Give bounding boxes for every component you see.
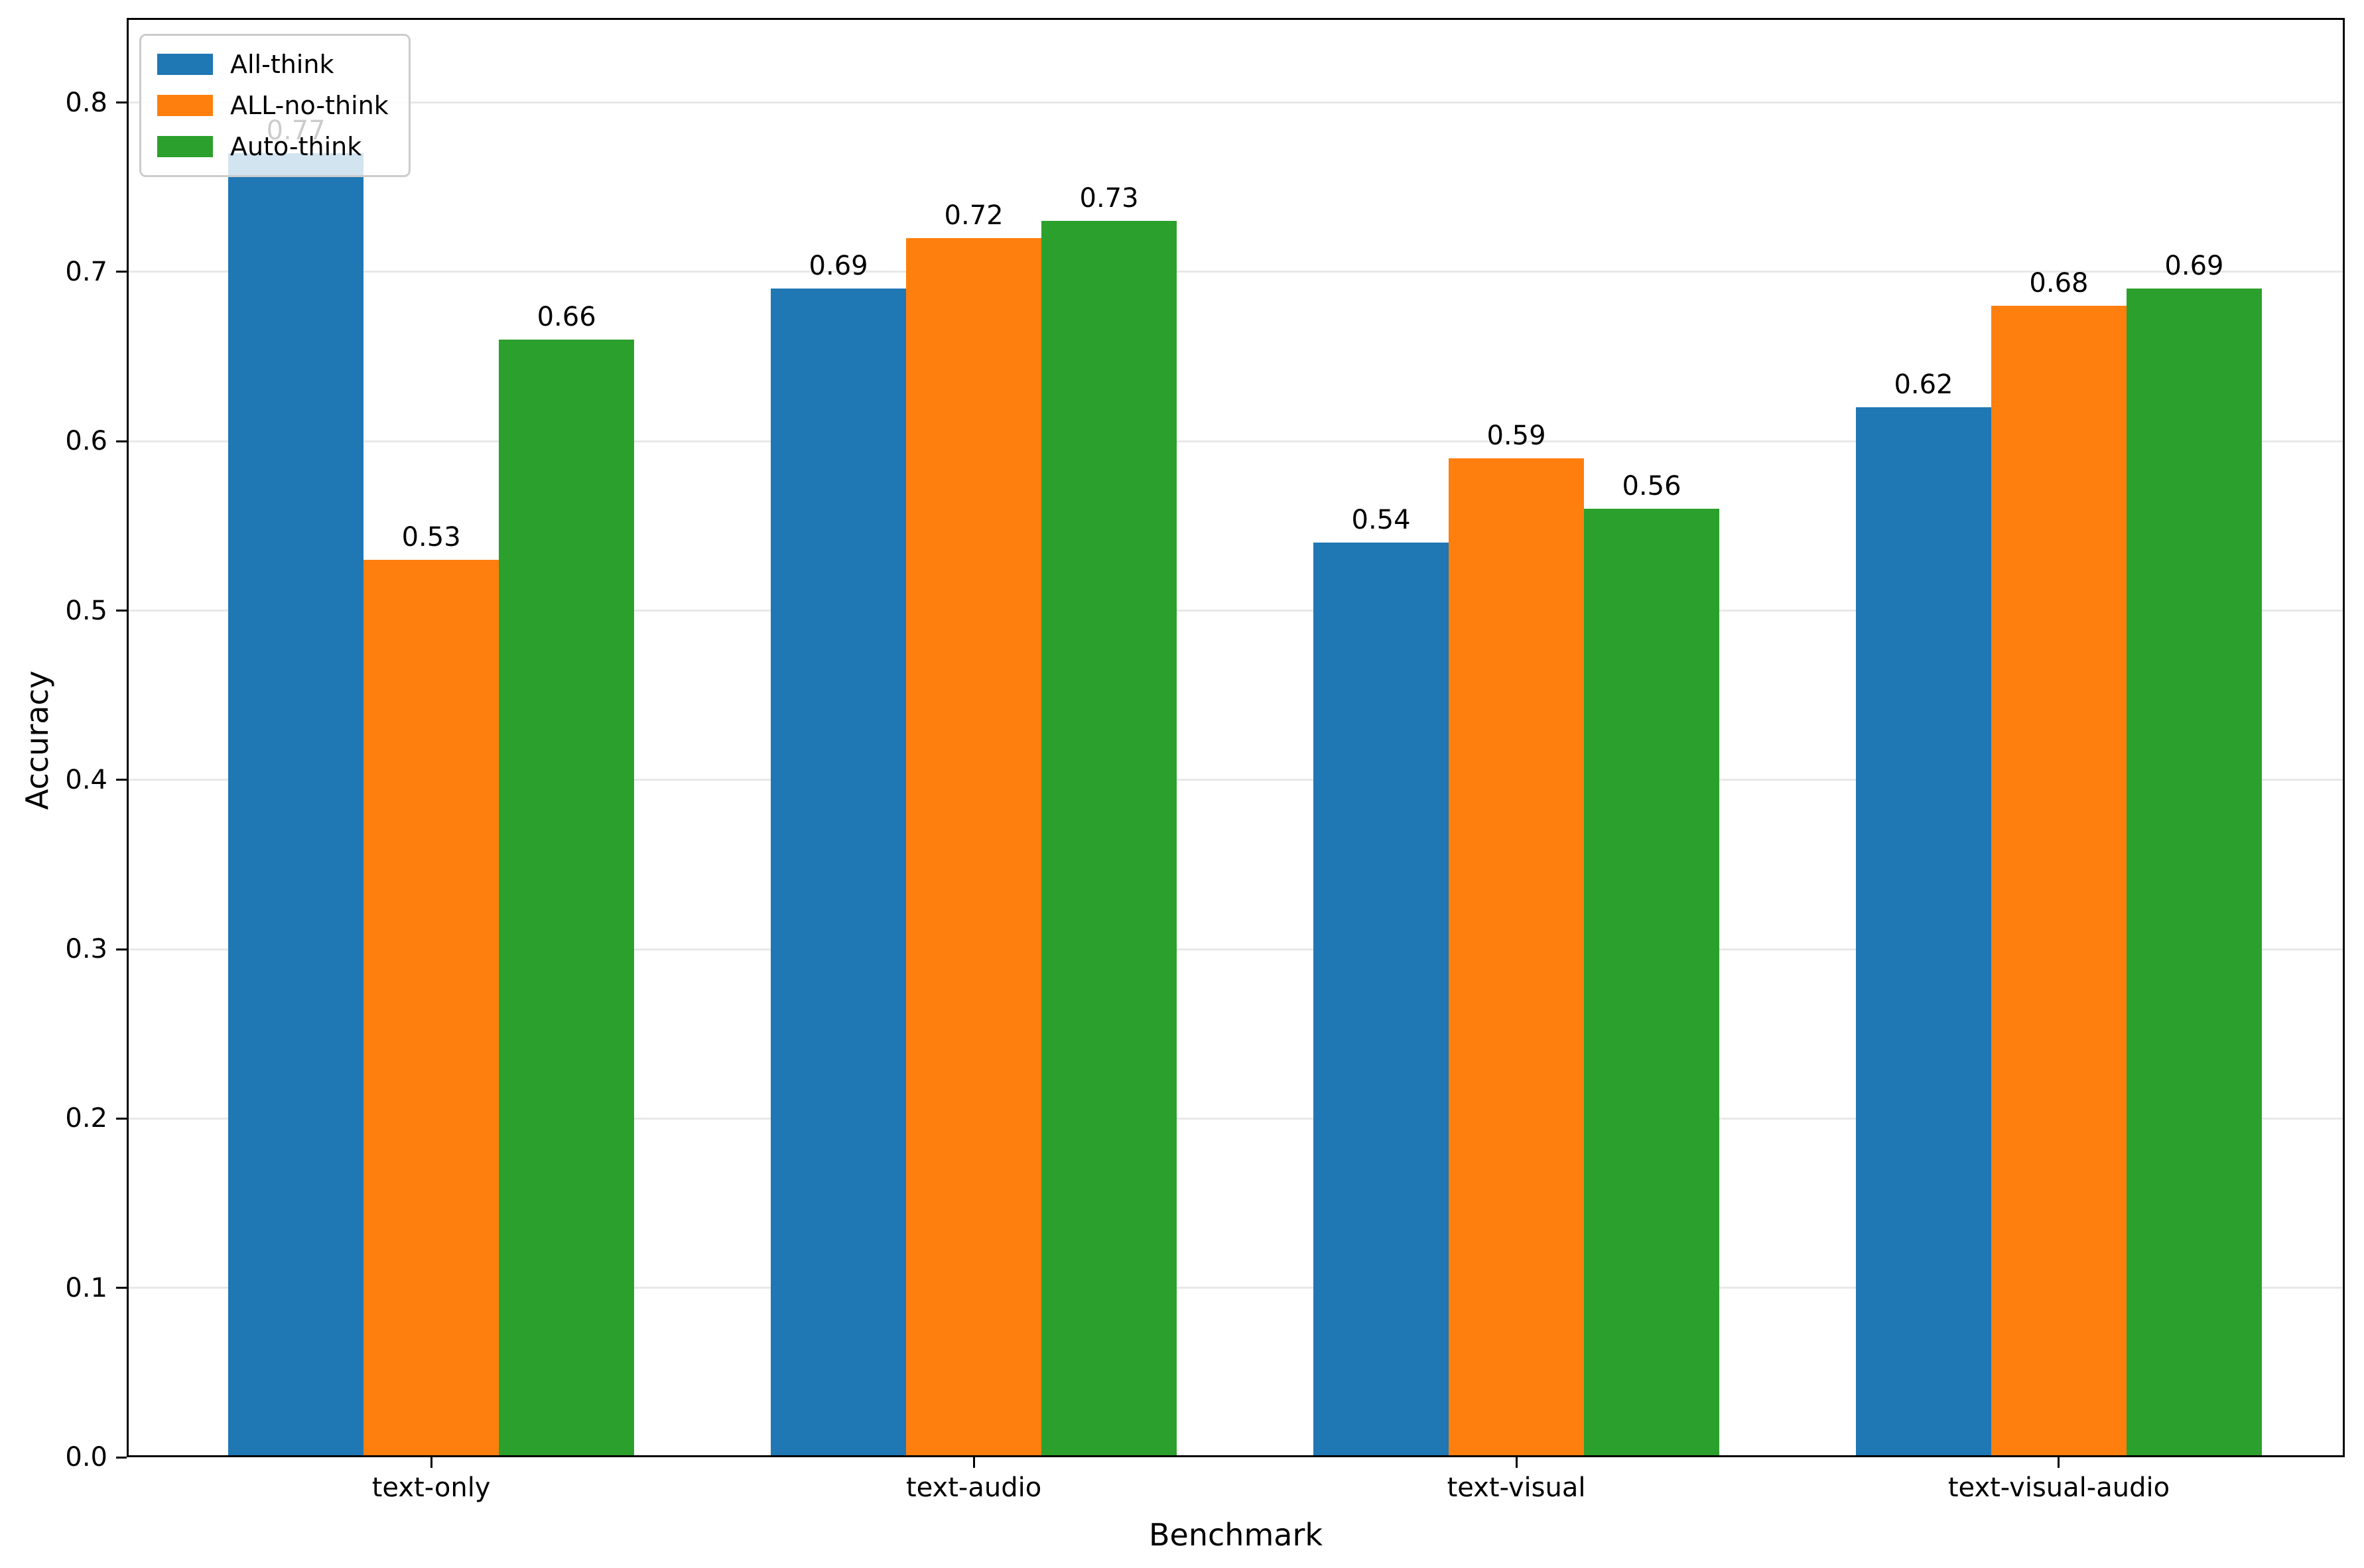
x-tick-label: text-visual-audio (1947, 1472, 2170, 1503)
bar-value-label: 0.66 (537, 302, 596, 333)
gridline (127, 948, 2345, 950)
y-tick-label: 0.6 (65, 426, 107, 457)
gridline (127, 440, 2345, 442)
y-tick-mark (116, 948, 127, 950)
bar (1855, 407, 1991, 1457)
legend-swatch-icon (157, 54, 213, 75)
y-tick-mark (116, 271, 127, 273)
y-tick-label: 0.2 (65, 1103, 107, 1134)
bar-value-label: 0.68 (2029, 268, 2089, 298)
x-tick-mark (2058, 1457, 2060, 1468)
gridline (127, 1117, 2345, 1120)
bar (1313, 543, 1449, 1457)
x-axis-label: Benchmark (1148, 1517, 1323, 1553)
bar-value-label: 0.59 (1486, 420, 1546, 451)
bar-value-label: 0.62 (1894, 369, 1953, 401)
y-tick-mark (116, 1287, 127, 1289)
bar (1449, 458, 1584, 1457)
legend: All-think ALL-no-think Auto-think (139, 34, 411, 177)
legend-label: ALL-no-think (230, 91, 389, 120)
legend-entry: ALL-no-think (157, 90, 389, 121)
y-tick-label: 0.4 (65, 764, 107, 795)
gridline (127, 779, 2345, 781)
y-tick-mark (116, 440, 127, 442)
x-tick-label: text-audio (905, 1472, 1042, 1503)
bar-value-label: 0.73 (1079, 183, 1139, 214)
gridline (127, 610, 2345, 612)
y-tick-mark (116, 779, 127, 781)
bar-value-label: 0.69 (809, 251, 868, 282)
legend-label: All-think (230, 50, 334, 79)
bar-value-label: 0.72 (944, 200, 1004, 231)
bar (771, 289, 907, 1457)
bar-value-label: 0.56 (1622, 471, 1681, 502)
x-tick-mark (1515, 1457, 1518, 1468)
bar-value-label: 0.53 (401, 521, 461, 553)
y-axis-label: Accuracy (19, 671, 55, 811)
bar (1991, 306, 2127, 1457)
y-tick-label: 0.5 (65, 595, 107, 626)
y-tick-mark (116, 1117, 127, 1120)
gridline (127, 101, 2345, 104)
y-tick-mark (116, 101, 127, 104)
bar-value-label: 0.69 (2164, 251, 2224, 282)
gridline (127, 271, 2345, 273)
bar (1584, 509, 1719, 1457)
legend-label: Auto-think (230, 132, 362, 161)
x-tick-mark (430, 1457, 432, 1468)
legend-entry: Auto-think (157, 131, 389, 162)
bar (2126, 289, 2262, 1457)
bar (228, 153, 364, 1457)
bar (906, 237, 1042, 1457)
bar (499, 340, 635, 1457)
gridline (127, 1287, 2345, 1289)
y-tick-label: 0.3 (65, 934, 107, 965)
y-tick-label: 0.8 (65, 87, 107, 118)
x-tick-label: text-only (371, 1472, 491, 1503)
y-tick-label: 0.0 (65, 1442, 107, 1472)
x-tick-mark (972, 1457, 975, 1468)
y-tick-label: 0.1 (65, 1272, 107, 1303)
x-tick-label: text-visual (1447, 1472, 1586, 1503)
bar-value-label: 0.54 (1351, 505, 1411, 536)
bar (1041, 221, 1177, 1457)
y-tick-label: 0.7 (65, 256, 107, 287)
y-tick-mark (116, 610, 127, 612)
legend-entry: All-think (157, 49, 389, 80)
legend-swatch-icon (157, 136, 213, 157)
legend-swatch-icon (157, 95, 213, 116)
y-tick-mark (116, 1456, 127, 1459)
bar (363, 559, 499, 1457)
